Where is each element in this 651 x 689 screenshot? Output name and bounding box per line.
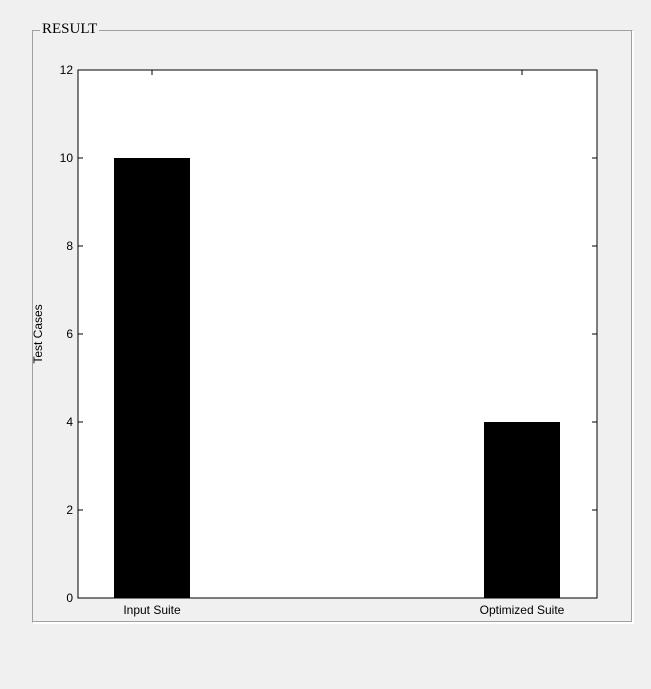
result-panel-title: RESULT <box>40 20 100 38</box>
y-tick-label: 0 <box>66 591 73 605</box>
bar-optimized-suite <box>484 422 560 598</box>
x-tick-label: Optimized Suite <box>480 603 565 617</box>
bar-input-suite <box>114 158 190 598</box>
y-ticks: 0 2 4 6 8 10 12 <box>60 63 597 605</box>
y-tick-label: 8 <box>66 239 73 253</box>
bars <box>114 158 560 598</box>
y-axis-label: Test Cases <box>31 304 45 363</box>
y-tick-label: 2 <box>66 503 73 517</box>
x-tick-label: Input Suite <box>123 603 181 617</box>
y-tick-label: 6 <box>66 327 73 341</box>
result-panel <box>32 30 633 623</box>
y-tick-label: 12 <box>60 63 74 77</box>
x-tick-labels: Input Suite Optimized Suite <box>123 70 565 617</box>
y-tick-label: 10 <box>60 151 74 165</box>
y-tick-label: 4 <box>66 415 73 429</box>
